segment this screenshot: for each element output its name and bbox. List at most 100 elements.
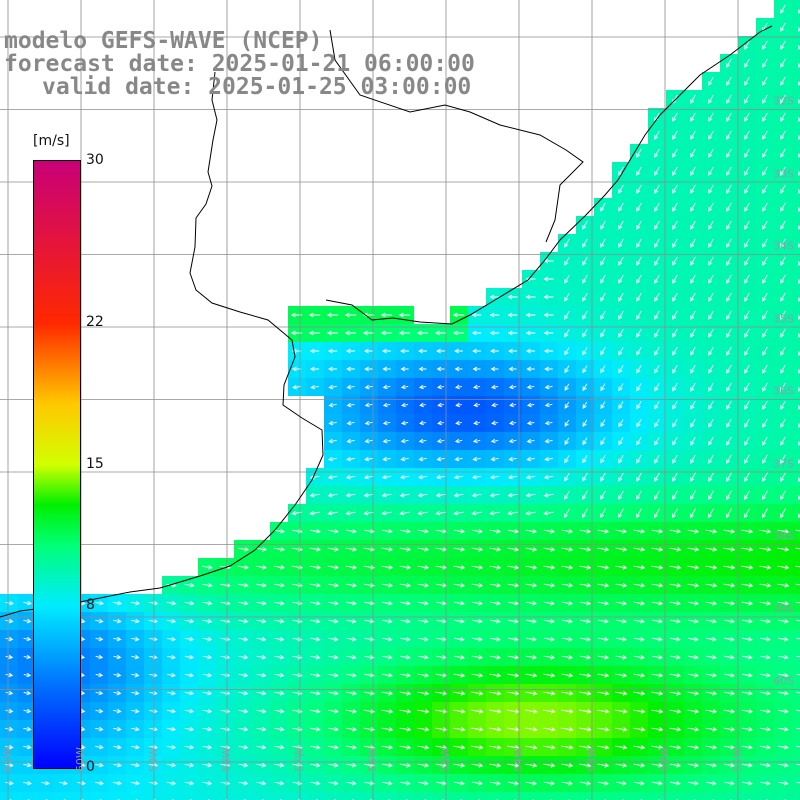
wind-arrow: [651, 763, 664, 768]
wind-arrow: [400, 366, 409, 372]
wind-arrow: [327, 582, 340, 588]
wind-arrow: [95, 690, 104, 696]
wind-arrow: [798, 315, 800, 320]
wind-arrow: [797, 513, 800, 519]
latitude-label: 38S: [773, 529, 794, 543]
wind-arrow: [633, 727, 646, 732]
wind-speed-cell: [216, 792, 234, 800]
wind-arrow: [525, 474, 536, 480]
wind-arrow: [507, 583, 520, 588]
wind-arrow: [579, 583, 592, 588]
wind-arrow: [219, 582, 231, 588]
wind-arrow: [798, 171, 800, 176]
wind-arrow: [633, 745, 646, 750]
wind-arrow: [582, 472, 588, 482]
wind-arrow: [582, 365, 588, 374]
wind-arrow: [561, 691, 574, 696]
wind-arrow: [238, 780, 249, 786]
longitude-label: 53W: [585, 747, 598, 772]
wind-arrow: [166, 600, 177, 606]
wind-speed-cell: [342, 792, 360, 800]
wind-speed-cell: [360, 792, 378, 800]
wind-arrow: [310, 636, 321, 642]
wind-arrow: [507, 565, 520, 570]
wind-arrow: [327, 565, 340, 570]
wind-arrow: [381, 709, 394, 714]
wind-speed-cell: [792, 54, 800, 72]
wind-arrow: [525, 763, 538, 768]
wind-speed-cell: [594, 792, 612, 800]
wind-arrow: [489, 474, 500, 480]
wind-arrow: [489, 492, 500, 498]
longitude-label: 60W: [74, 747, 87, 772]
wind-arrow: [669, 780, 681, 786]
wind-arrow: [328, 636, 339, 642]
wind-arrow: [471, 547, 484, 552]
wind-speed-cell: [792, 414, 800, 432]
wind-arrow: [489, 654, 502, 660]
wind-arrow: [131, 636, 140, 642]
wind-speed-cell: [54, 792, 72, 800]
wind-arrow: [762, 256, 768, 266]
colorbar-tick-label: 15: [86, 455, 104, 472]
wind-arrow: [381, 582, 394, 588]
wind-arrow: [436, 456, 445, 462]
wind-arrow: [399, 547, 412, 552]
wind-arrow: [94, 780, 105, 786]
wind-arrow: [777, 744, 789, 750]
wind-arrow: [112, 600, 123, 606]
wind-arrow: [381, 492, 392, 498]
wind-arrow: [526, 384, 535, 390]
wind-arrow: [690, 310, 696, 320]
wind-arrow: [345, 348, 356, 354]
wind-arrow: [672, 400, 678, 410]
wind-arrow: [400, 384, 409, 390]
wind-arrow: [399, 582, 412, 588]
wind-arrow: [399, 600, 411, 606]
wind-arrow: [507, 763, 520, 768]
wind-arrow: [5, 708, 14, 714]
wind-arrow: [346, 780, 357, 786]
wind-arrow: [780, 454, 786, 464]
wind-arrow: [525, 673, 538, 678]
wind-arrow: [669, 636, 681, 642]
wind-arrow: [489, 600, 501, 606]
wind-arrow: [23, 654, 32, 660]
wind-arrow: [618, 346, 624, 356]
wind-arrow: [310, 726, 321, 732]
wind-arrow: [654, 184, 660, 194]
wind-arrow: [328, 654, 339, 660]
wind-arrow: [362, 330, 375, 336]
wind-arrow: [525, 565, 538, 570]
wind-arrow: [525, 636, 537, 642]
wind-arrow: [490, 456, 499, 462]
wind-arrow: [453, 510, 464, 516]
wind-speed-cell: [792, 774, 800, 792]
wind-arrow: [597, 618, 609, 624]
wind-arrow: [759, 529, 772, 534]
wind-arrow: [310, 600, 321, 606]
wind-arrow: [708, 220, 714, 230]
wind-speed-cell: [792, 738, 800, 756]
wind-arrow: [23, 636, 32, 642]
wind-arrow: [398, 312, 411, 318]
wind-arrow: [564, 490, 570, 500]
wind-arrow: [238, 690, 249, 696]
wind-arrow: [418, 366, 427, 372]
wind-arrow: [525, 618, 537, 624]
wind-arrow: [418, 348, 427, 354]
wind-arrow: [762, 472, 768, 482]
wind-arrow: [400, 618, 411, 624]
wind-arrow: [761, 508, 768, 519]
wind-arrow: [381, 330, 393, 336]
wind-arrow: [744, 292, 750, 302]
wind-arrow: [417, 709, 430, 714]
wind-speed-cell: [792, 18, 800, 36]
wind-arrow: [744, 382, 750, 392]
wind-arrow: [705, 762, 717, 768]
wind-arrow: [309, 474, 320, 480]
wind-arrow: [308, 312, 321, 318]
wind-arrow: [726, 148, 732, 158]
wind-arrow: [290, 312, 303, 318]
